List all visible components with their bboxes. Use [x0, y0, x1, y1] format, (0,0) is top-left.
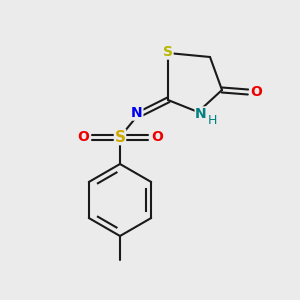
Text: O: O [250, 85, 262, 99]
Text: N: N [195, 107, 207, 121]
Text: N: N [131, 106, 143, 120]
Text: H: H [207, 113, 217, 127]
Text: O: O [77, 130, 89, 144]
Text: S: S [163, 45, 173, 59]
Text: S: S [115, 130, 125, 145]
Text: O: O [151, 130, 163, 144]
